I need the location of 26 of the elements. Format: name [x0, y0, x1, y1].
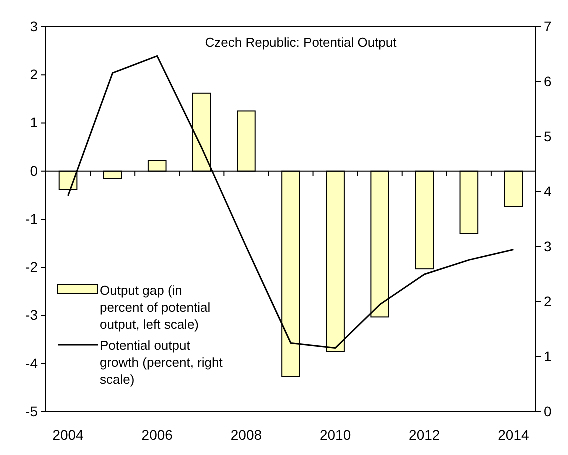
x-tick-label: 2014: [498, 426, 530, 443]
y-tick-label: 1: [30, 114, 38, 131]
text: Czech Republic: Potential Output: [205, 35, 398, 50]
y2-tick-label: 3: [544, 238, 552, 254]
y-tick-label: 0: [30, 162, 38, 179]
y-tick-label: 3: [30, 18, 38, 34]
legend-label: Potential output growth (percent, right scale): [100, 338, 224, 387]
y2-tick-label: 7: [544, 18, 552, 34]
y2-tick-label: 6: [544, 73, 552, 90]
y-tick-label: -3: [26, 307, 38, 324]
x-tick-label: 2006: [142, 426, 174, 443]
y-tick-label: -4: [26, 355, 38, 372]
x-tick-label: 2004: [52, 426, 84, 443]
y2-tick-label: 1: [544, 348, 552, 364]
x-tick-label: 2010: [320, 426, 352, 443]
x-tick-label: 2008: [230, 426, 262, 443]
legend-label: Output gap (in percent of potential output, left scale): [100, 283, 211, 332]
y2-tick-label: 0: [544, 403, 552, 420]
y2-tick-label: 4: [544, 183, 552, 200]
y-tick-label: 2: [30, 66, 38, 83]
x-tick-label: 2012: [409, 426, 440, 443]
y-tick-label: -2: [26, 259, 38, 276]
y2-tick-label: 2: [544, 293, 552, 310]
y2-tick-label: 5: [544, 128, 552, 144]
y-tick-label: -5: [26, 403, 38, 420]
y-tick-label: -1: [26, 210, 38, 227]
